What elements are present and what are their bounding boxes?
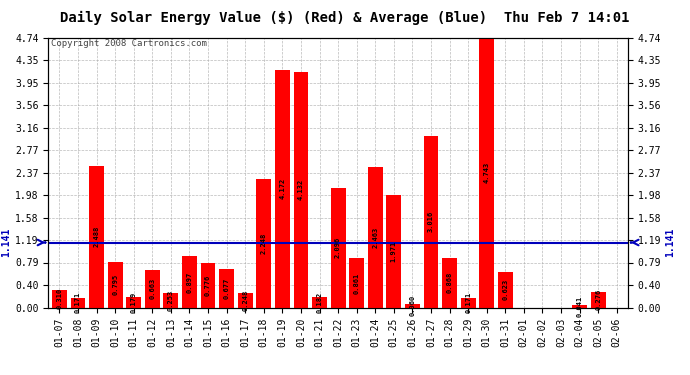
- Bar: [164, 293, 178, 308]
- Text: 0.060: 0.060: [409, 295, 415, 316]
- Bar: [145, 270, 160, 308]
- Bar: [386, 195, 402, 308]
- Text: 1.141: 1.141: [666, 228, 676, 257]
- Text: 0.776: 0.776: [205, 275, 211, 296]
- Text: 0.897: 0.897: [186, 272, 193, 292]
- Bar: [405, 304, 420, 307]
- Text: 0.795: 0.795: [112, 274, 118, 296]
- Bar: [461, 298, 475, 307]
- Text: 0.171: 0.171: [465, 292, 471, 313]
- Bar: [591, 292, 606, 308]
- Bar: [201, 263, 215, 308]
- Bar: [572, 305, 587, 308]
- Text: 0.868: 0.868: [446, 272, 453, 293]
- Bar: [257, 180, 271, 308]
- Bar: [126, 297, 141, 307]
- Text: 2.248: 2.248: [261, 233, 267, 254]
- Bar: [182, 256, 197, 307]
- Bar: [480, 38, 494, 308]
- Bar: [108, 262, 123, 308]
- Text: 2.096: 2.096: [335, 237, 341, 258]
- Bar: [219, 269, 234, 308]
- Bar: [275, 70, 290, 308]
- Text: 0.677: 0.677: [224, 278, 230, 299]
- Text: 0.179: 0.179: [130, 292, 137, 313]
- Text: 3.016: 3.016: [428, 211, 434, 232]
- Text: Copyright 2008 Cartronics.com: Copyright 2008 Cartronics.com: [51, 39, 207, 48]
- Bar: [368, 167, 383, 308]
- Text: Daily Solar Energy Value ($) (Red) & Average (Blue)  Thu Feb 7 14:01: Daily Solar Energy Value ($) (Red) & Ave…: [60, 11, 630, 26]
- Bar: [312, 297, 327, 307]
- Text: 0.253: 0.253: [168, 290, 174, 311]
- Text: 0.861: 0.861: [354, 272, 359, 294]
- Text: 0.310: 0.310: [57, 288, 63, 309]
- Bar: [293, 72, 308, 308]
- Text: 0.248: 0.248: [242, 290, 248, 311]
- Text: 0.276: 0.276: [595, 289, 601, 310]
- Text: 1.141: 1.141: [1, 228, 10, 257]
- Bar: [238, 293, 253, 308]
- Text: 1.971: 1.971: [391, 241, 397, 262]
- Bar: [424, 136, 438, 308]
- Bar: [70, 298, 86, 307]
- Text: 2.488: 2.488: [94, 226, 99, 247]
- Text: 0.663: 0.663: [149, 278, 155, 299]
- Bar: [331, 188, 346, 308]
- Bar: [498, 272, 513, 308]
- Bar: [89, 166, 104, 308]
- Text: 2.463: 2.463: [372, 227, 378, 248]
- Text: 0.041: 0.041: [577, 296, 582, 317]
- Text: 4.172: 4.172: [279, 178, 286, 199]
- Bar: [349, 258, 364, 308]
- Bar: [52, 290, 67, 308]
- Text: 0.623: 0.623: [502, 279, 509, 300]
- Text: 0.171: 0.171: [75, 292, 81, 313]
- Text: 4.132: 4.132: [298, 179, 304, 201]
- Bar: [442, 258, 457, 308]
- Text: 4.743: 4.743: [484, 162, 490, 183]
- Text: 0.182: 0.182: [317, 292, 322, 313]
